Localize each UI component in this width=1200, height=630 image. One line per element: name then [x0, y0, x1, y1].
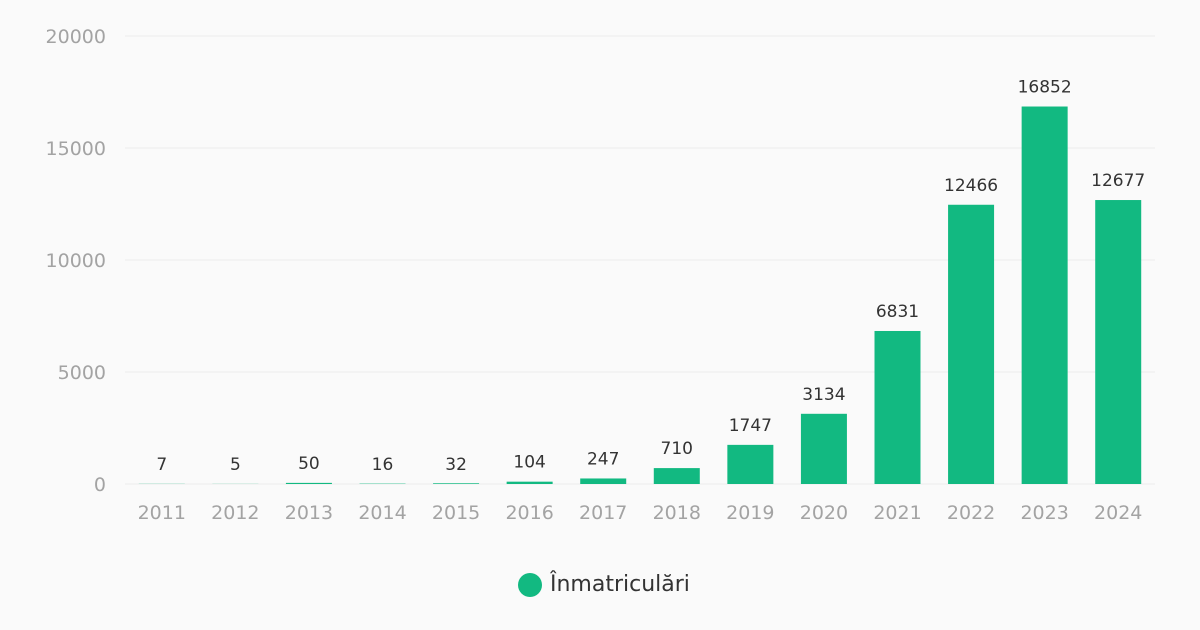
x-tick-label: 2024	[1094, 502, 1142, 524]
data-label: 247	[587, 449, 619, 469]
x-tick-label: 2011	[138, 502, 186, 524]
x-axis: 2011 2012 2013 2014 2015 2016 2017 2018 2019 2020…	[138, 502, 1143, 524]
bars	[138, 106, 1142, 484]
x-tick-label: 2013	[285, 502, 333, 524]
y-tick-label: 15000	[46, 138, 106, 160]
x-tick-label: 2022	[947, 502, 995, 524]
bar[interactable]	[285, 482, 332, 484]
x-tick-label: 2015	[432, 502, 480, 524]
legend-label: Înmatriculări	[550, 572, 690, 597]
data-label: 7	[156, 455, 167, 475]
bar[interactable]	[1095, 200, 1142, 484]
x-tick-label: 2014	[358, 502, 406, 524]
data-label: 16852	[1018, 78, 1072, 98]
data-label: 3134	[802, 385, 845, 405]
x-tick-label: 2012	[211, 502, 259, 524]
bar[interactable]	[800, 413, 847, 484]
data-label: 104	[513, 453, 545, 473]
data-label: 710	[661, 439, 693, 459]
bar[interactable]	[948, 204, 995, 484]
y-axis: 0 5000 10000 15000 20000	[46, 26, 106, 496]
data-label: 6831	[876, 302, 919, 322]
bar[interactable]	[506, 481, 553, 484]
y-tick-label: 20000	[46, 26, 106, 48]
legend[interactable]: Înmatriculări	[518, 572, 690, 597]
data-label: 32	[445, 455, 467, 475]
data-label: 50	[298, 454, 320, 474]
bar[interactable]	[727, 444, 774, 484]
data-labels: 7 5 50 16 32 104 247 710 1747 3134 6831 12466 16852 1…	[156, 78, 1145, 475]
data-label: 1747	[729, 416, 772, 436]
x-tick-label: 2023	[1020, 502, 1068, 524]
bar[interactable]	[874, 330, 921, 484]
bar[interactable]	[1021, 106, 1068, 484]
x-tick-label: 2017	[579, 502, 627, 524]
x-tick-label: 2018	[653, 502, 701, 524]
x-tick-label: 2021	[873, 502, 921, 524]
gridlines	[125, 35, 1155, 485]
data-label: 16	[372, 455, 394, 475]
bar[interactable]	[433, 483, 480, 484]
y-tick-label: 0	[94, 474, 106, 496]
data-label: 5	[230, 455, 241, 475]
x-tick-label: 2019	[726, 502, 774, 524]
bar[interactable]	[580, 478, 627, 484]
y-tick-label: 10000	[46, 250, 106, 272]
bar[interactable]	[653, 468, 700, 484]
x-tick-label: 2016	[505, 502, 553, 524]
legend-swatch	[518, 572, 542, 597]
x-tick-label: 2020	[800, 502, 848, 524]
data-label: 12677	[1091, 171, 1145, 191]
y-tick-label: 5000	[58, 362, 106, 384]
data-label: 12466	[944, 176, 998, 196]
